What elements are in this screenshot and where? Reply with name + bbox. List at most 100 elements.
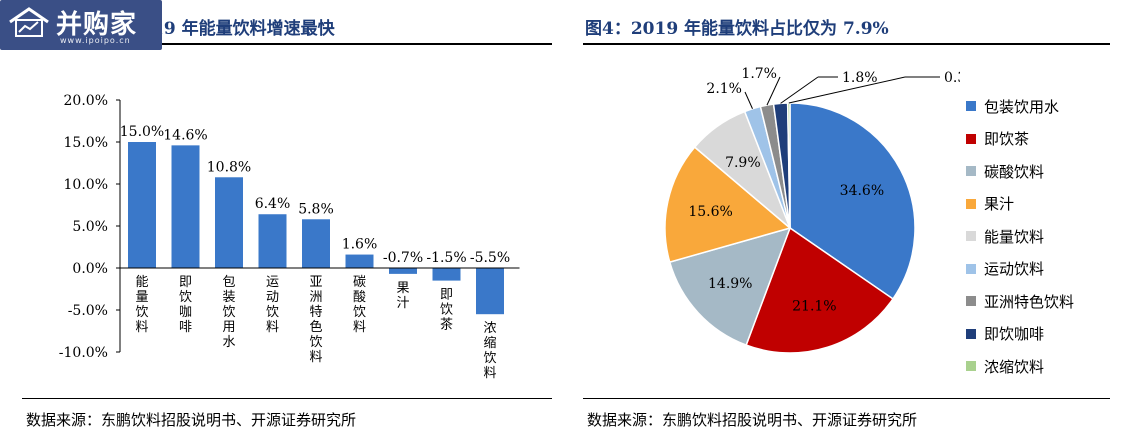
category-label-char: 酸	[353, 290, 366, 305]
category-label-char: 运	[266, 275, 279, 290]
legend-swatch	[966, 263, 976, 274]
legend-item: 能量饮料	[966, 220, 1074, 253]
pie-legend: 包装饮用水 即饮茶 碳酸饮料 果汁 能量饮料 运动饮料 亚洲特色饮料 即饮咖啡 浓缩饮料	[966, 90, 1074, 383]
bar-value-label: 15.0%	[120, 124, 164, 140]
legend-swatch	[966, 328, 976, 339]
bar	[258, 214, 287, 268]
bar	[476, 268, 504, 315]
legend-item: 包装饮用水	[966, 90, 1074, 123]
slice-value-label: 1.7%	[741, 66, 777, 82]
category-label-char: 亚	[309, 275, 322, 290]
category-label-char: 料	[309, 350, 322, 365]
category-label-char: 饮	[353, 305, 366, 320]
legend-swatch	[966, 198, 976, 209]
category-label-char: 动	[266, 290, 279, 305]
slice-leader-line	[780, 76, 819, 104]
bar	[302, 219, 330, 268]
legend-item: 即饮茶	[966, 123, 1074, 156]
bar	[432, 268, 461, 281]
legend-label: 包装饮用水	[984, 97, 1060, 116]
category-label-char: 饮	[179, 290, 192, 305]
legend-item: 果汁	[966, 188, 1074, 221]
bar-value-label: 10.8%	[207, 159, 251, 175]
legend-swatch	[966, 166, 976, 177]
category-label-char: 包	[222, 275, 235, 290]
y-tick-label: -5.0%	[68, 303, 108, 319]
category-label-char: 啡	[179, 320, 192, 335]
slice-leader-line	[788, 76, 906, 104]
category-label-char: 即	[179, 275, 192, 290]
legend-swatch	[966, 296, 976, 307]
left-chart-title: 19 年能量饮料增速最快	[152, 19, 335, 39]
pie-slice	[789, 102, 916, 300]
category-label-char: 色	[309, 319, 322, 335]
legend-swatch	[966, 101, 976, 112]
category-label-char: 碳	[353, 275, 366, 290]
category-label-char: 量	[135, 290, 148, 305]
bar-value-label: 6.4%	[255, 196, 291, 212]
slice-value-label: 34.6%	[840, 183, 884, 199]
legend-swatch	[966, 133, 976, 144]
legend-item: 运动饮料	[966, 253, 1074, 286]
category-label-char: 料	[483, 366, 496, 381]
category-label-char: 浓	[483, 321, 496, 336]
slice-value-label: 14.9%	[708, 276, 752, 292]
legend-label: 碳酸饮料	[984, 162, 1045, 181]
watermark-url: www.ipoipo.cn	[60, 36, 131, 45]
bar-value-label: 5.8%	[298, 201, 334, 217]
bar	[345, 254, 374, 268]
legend-label: 能量饮料	[984, 227, 1045, 246]
y-tick-label: -10.0%	[59, 345, 108, 361]
pie-chart: 34.6% 21.1% 14.9% 15.6% 7.9% 2.1%1.7% 1.8% 0.3%	[664, 66, 960, 354]
pie-slice	[745, 226, 894, 354]
legend-label: 即饮咖啡	[984, 325, 1045, 344]
legend-swatch	[966, 231, 976, 242]
slice-value-label: 7.9%	[725, 155, 761, 171]
right-source-note: 数据来源：东鹏饮料招股说明书、开源证券研究所	[587, 411, 918, 429]
legend-label: 运动饮料	[984, 260, 1045, 279]
slice-value-label: 21.1%	[792, 299, 836, 315]
y-tick-label: 10.0%	[64, 177, 108, 193]
category-label-char: 缩	[483, 335, 496, 351]
category-label-char: 饮	[266, 305, 279, 320]
bar	[215, 177, 243, 268]
chart-house-icon	[9, 7, 49, 37]
right-chart-title: 图4：2019 年能量饮料占比仅为 7.9%	[585, 19, 889, 39]
legend-item: 亚洲特色饮料	[966, 285, 1074, 318]
left-title-rule	[22, 43, 552, 45]
category-label-char: 特	[309, 305, 322, 320]
bar	[389, 268, 417, 274]
slice-leader-line	[766, 76, 781, 106]
slice-value-label: 15.6%	[688, 204, 732, 220]
category-label-char: 饮	[440, 303, 453, 318]
y-tick-label: 0.0%	[72, 261, 108, 277]
right-source-rule	[583, 398, 1110, 399]
bar-value-label: -5.5%	[470, 250, 510, 266]
bar-value-label: -1.5%	[426, 250, 466, 266]
legend-item: 碳酸饮料	[966, 155, 1074, 188]
category-label-char: 能	[135, 275, 148, 290]
bar	[171, 145, 200, 268]
category-label-char: 料	[353, 320, 366, 335]
category-label-char: 饮	[483, 351, 496, 366]
bar	[128, 142, 156, 268]
slice-leader-line	[744, 91, 753, 109]
y-tick-label: 20.0%	[64, 93, 108, 109]
slice-value-label: 1.8%	[842, 70, 878, 86]
category-label-char: 茶	[440, 317, 453, 333]
left-source-rule	[22, 398, 552, 399]
y-tick-label: 5.0%	[72, 219, 108, 235]
category-label-char: 饮	[222, 305, 235, 320]
y-tick-label: 15.0%	[64, 135, 108, 151]
legend-label: 即饮茶	[984, 130, 1030, 149]
category-label-char: 饮	[135, 305, 148, 320]
category-label-char: 饮	[309, 335, 322, 350]
legend-item: 即饮咖啡	[966, 318, 1074, 351]
pie-slice	[668, 226, 792, 347]
bar-value-label: 1.6%	[342, 237, 378, 253]
watermark-logo: 并购家 www.ipoipo.cn	[0, 0, 162, 50]
category-label-char: 咖	[179, 305, 192, 320]
category-label-char: 水	[222, 335, 235, 350]
right-title-rule	[583, 43, 1110, 45]
category-label-char: 果	[396, 281, 409, 296]
